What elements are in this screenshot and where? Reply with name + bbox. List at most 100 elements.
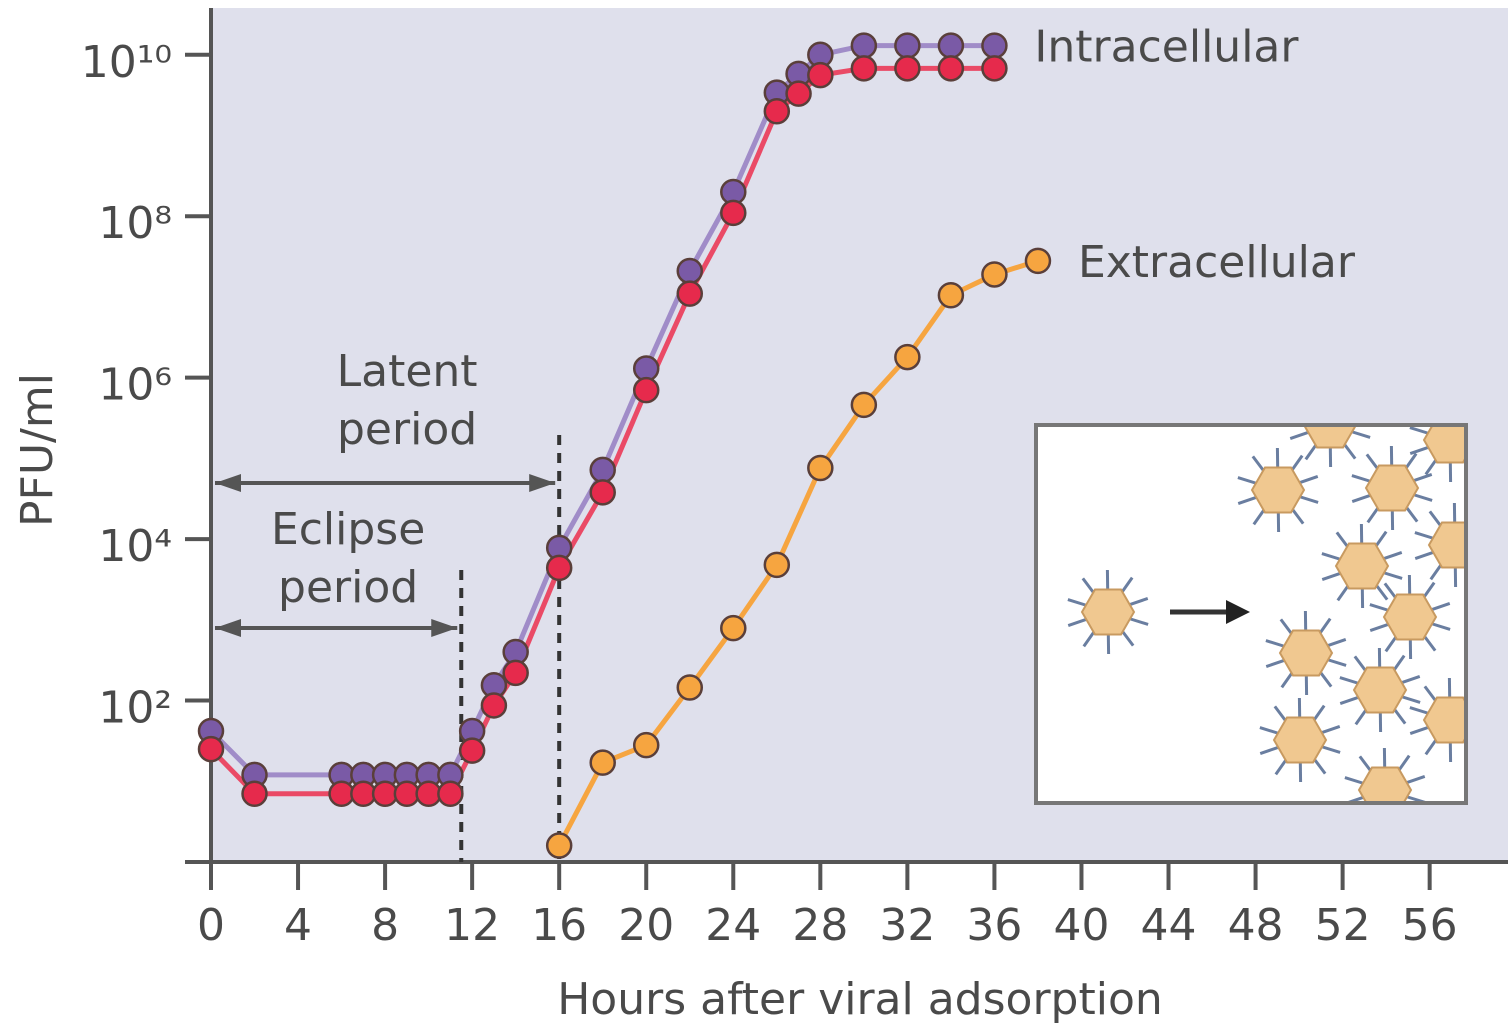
data-point <box>676 280 704 307</box>
virus-capsid <box>1080 588 1136 636</box>
virus-spike <box>1400 695 1421 704</box>
virus-spike <box>1298 495 1319 504</box>
virus-spike <box>1067 617 1088 627</box>
virus-capsid <box>1364 464 1420 512</box>
virus-spike <box>1339 676 1360 685</box>
virus-capsid <box>1352 666 1408 714</box>
data-point <box>458 737 486 764</box>
x-axis-label: Hours after viral adsorption <box>557 974 1163 1025</box>
virus-spike <box>1412 493 1433 502</box>
data-point <box>720 199 747 227</box>
x-tick-label: 20 <box>618 900 674 951</box>
data-point <box>850 391 878 419</box>
virus-spike <box>1128 617 1149 626</box>
y-tick-label: 10⁶ <box>98 360 172 411</box>
virus-spike <box>1067 598 1088 607</box>
period-label: Latent <box>337 346 478 397</box>
virus-spike <box>1409 427 1430 435</box>
x-tick-label: 28 <box>792 900 848 951</box>
virus-capsid <box>1422 427 1464 464</box>
data-point <box>415 780 442 808</box>
data-point <box>981 261 1008 288</box>
arrow-head <box>529 474 556 492</box>
data-point <box>850 32 878 59</box>
data-point <box>545 832 573 859</box>
x-tick-label: 36 <box>966 900 1022 951</box>
data-point <box>589 749 616 776</box>
data-point <box>393 780 421 808</box>
period-label: Eclipse <box>271 504 425 555</box>
data-point <box>894 343 921 371</box>
data-point <box>720 614 747 642</box>
x-tick-label: 32 <box>879 900 935 951</box>
arrow-head <box>215 619 241 637</box>
virus-capsid <box>1272 716 1328 764</box>
virus-spike <box>1348 795 1365 801</box>
x-tick-label: 44 <box>1141 900 1197 951</box>
virus-capsid <box>1382 593 1438 641</box>
data-point <box>937 281 965 309</box>
data-point <box>350 780 377 808</box>
series-label: Intracellular <box>1034 22 1299 73</box>
virus-spike <box>1350 430 1371 439</box>
x-tick-label: 8 <box>371 900 399 951</box>
virus-spike <box>1351 474 1372 483</box>
virus-spike <box>1369 622 1390 632</box>
virus-spike <box>1326 638 1347 648</box>
virus-spike <box>1351 493 1372 503</box>
x-tick-label: 24 <box>705 900 761 951</box>
virus-spike <box>1405 775 1426 785</box>
data-point <box>676 674 704 701</box>
data-point <box>589 456 616 484</box>
x-tick-label: 40 <box>1053 900 1109 951</box>
data-point <box>589 479 616 506</box>
virus-spike <box>1265 658 1286 668</box>
data-point <box>763 97 791 125</box>
x-tick-label: 48 <box>1228 900 1284 951</box>
virus-spike <box>1382 571 1403 580</box>
virus-spike <box>1237 495 1258 505</box>
virus-spike <box>1321 571 1342 581</box>
y-tick-label: 10⁴ <box>98 521 172 572</box>
virus-spike <box>1321 552 1342 561</box>
virus-spike <box>1339 695 1360 705</box>
virus-spike <box>1265 639 1286 648</box>
data-point <box>371 780 399 808</box>
virus-spike <box>1237 476 1258 485</box>
virus-spike <box>1409 706 1430 715</box>
data-point <box>785 80 812 107</box>
virus-spike <box>1409 725 1430 735</box>
data-point <box>480 692 508 719</box>
inset-arrow-head <box>1226 600 1250 624</box>
y-tick-label: 10² <box>98 683 172 734</box>
data-point <box>937 32 965 59</box>
data-point <box>1024 247 1052 275</box>
virus-spike <box>1409 445 1430 455</box>
virus-capsid <box>1422 696 1464 744</box>
virus-spike <box>1326 658 1347 667</box>
data-point <box>632 731 660 759</box>
virus-spike <box>1320 725 1341 735</box>
x-tick-label: 56 <box>1402 900 1458 951</box>
x-tick-label: 0 <box>197 900 225 951</box>
virus-spike <box>1259 726 1280 735</box>
data-point <box>807 454 834 482</box>
data-point <box>502 659 529 687</box>
virus-spike <box>1259 745 1280 755</box>
data-point <box>981 32 1008 59</box>
x-tick-label: 4 <box>284 900 312 951</box>
y-tick-label: 10¹⁰ <box>81 37 172 88</box>
virus-capsid <box>1278 629 1334 677</box>
virus-capsid <box>1303 427 1357 449</box>
virus-spike <box>1128 597 1149 607</box>
data-point <box>937 55 965 82</box>
virus-spike <box>1405 795 1426 801</box>
data-point <box>197 735 225 763</box>
data-point <box>632 355 660 382</box>
data-point <box>894 32 921 59</box>
virus-capsid <box>1427 521 1464 569</box>
data-point <box>981 55 1008 82</box>
period-label: period <box>278 562 418 613</box>
virus-spike <box>1430 622 1451 631</box>
